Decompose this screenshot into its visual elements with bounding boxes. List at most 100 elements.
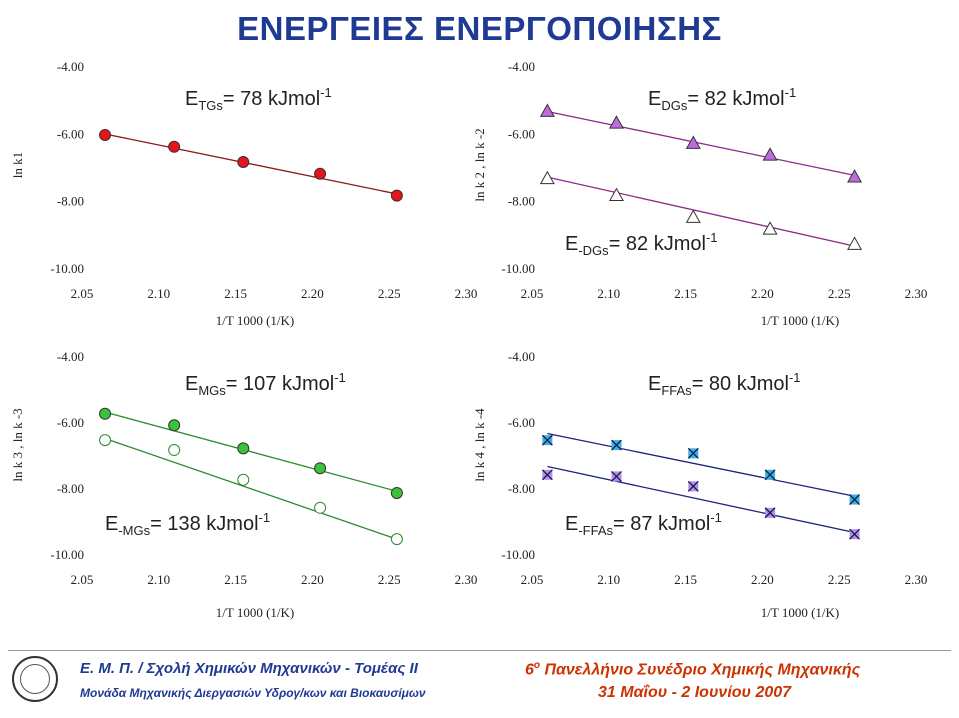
data-point — [541, 469, 553, 481]
energy-value: = 87 kJmol — [613, 513, 710, 535]
fit-line — [547, 110, 855, 177]
data-point — [608, 115, 624, 129]
activation-energy-label: EMGs= 107 kJmol-1 — [185, 370, 346, 398]
energy-symbol: E — [185, 88, 198, 110]
data-point — [687, 480, 699, 492]
y-tick-label: -8.00 — [57, 481, 84, 496]
activation-energy-label: ETGs= 78 kJmol-1 — [185, 85, 332, 113]
energy-subscript: FFAs — [661, 383, 692, 398]
x-tick-label: 2.30 — [905, 572, 928, 587]
data-point-cross — [764, 469, 776, 481]
y-tick-label: -10.00 — [50, 261, 84, 276]
energy-symbol: E — [565, 513, 578, 535]
energy-unit-exponent: -1 — [706, 230, 718, 245]
x-tick-label: 2.20 — [751, 572, 774, 587]
y-axis-label: ln k1 — [10, 152, 25, 178]
data-point — [764, 507, 776, 519]
data-point — [99, 129, 112, 142]
data-point — [99, 434, 112, 447]
fit-line — [104, 437, 398, 540]
fit-line — [547, 465, 855, 534]
energy-value: = 107 kJmol — [226, 373, 334, 395]
energy-subscript: DGs — [661, 98, 688, 113]
y-tick-label: -10.00 — [501, 547, 535, 562]
x-tick-label: 2.30 — [905, 286, 928, 301]
data-point-cross — [611, 439, 622, 451]
y-tick-label: -6.00 — [57, 415, 84, 430]
data-point — [390, 486, 403, 499]
activation-energy-label: EDGs= 82 kJmol-1 — [648, 85, 796, 113]
energy-subscript: -MGs — [118, 523, 150, 538]
footer: Ε. Μ. Π. / Σχολή Χημικών Μηχανικών - Τομ… — [0, 650, 959, 718]
data-point — [685, 209, 701, 223]
data-point — [611, 439, 622, 451]
x-axis-label: 1/T 1000 (1/K) — [761, 605, 839, 620]
energy-subscript: TGs — [198, 98, 223, 113]
fit-line — [547, 432, 855, 497]
charts-area: 2.05 2.10 2.15 2.20 2.25 2.30 -4.00 -6.00 -8.00 -… — [10, 59, 928, 620]
chart-bottom-right: 2.05 2.10 2.15 2.20 2.25 2.30 -4.00 -6.00 -8.00 -… — [472, 349, 927, 620]
energy-symbol: E — [648, 373, 661, 395]
energy-value: = 82 kJmol — [687, 88, 784, 110]
data-point-cross — [687, 447, 699, 459]
x-tick-label: 2.05 — [71, 286, 94, 301]
data-point-cross — [541, 469, 553, 481]
y-tick-label: -10.00 — [50, 547, 84, 562]
data-point — [764, 469, 776, 481]
x-tick-label: 2.15 — [674, 286, 697, 301]
activation-energy-label: EFFAs= 80 kJmol-1 — [648, 370, 801, 398]
energy-unit-exponent: -1 — [334, 370, 346, 385]
energy-subscript: -FFAs — [578, 523, 613, 538]
energy-value: = 78 kJmol — [223, 88, 320, 110]
y-tick-label: -8.00 — [57, 194, 84, 209]
data-point — [687, 447, 699, 459]
x-axis-label: 1/T 1000 (1/K) — [761, 313, 839, 328]
data-point — [849, 494, 861, 506]
data-point — [762, 147, 778, 161]
energy-subscript: -DGs — [578, 243, 609, 258]
y-tick-label: -8.00 — [508, 481, 535, 496]
y-axis-label: ln k 3 , ln k -3 — [10, 408, 25, 481]
energy-value: = 80 kJmol — [692, 373, 789, 395]
x-tick-label: 2.05 — [71, 572, 94, 587]
y-tick-label: -4.00 — [57, 59, 84, 74]
x-tick-label: 2.15 — [224, 572, 247, 587]
footer-institution: Ε. Μ. Π. / Σχολή Χημικών Μηχανικών - Τομ… — [80, 660, 418, 677]
data-point-cross — [849, 494, 861, 506]
data-point — [541, 434, 553, 446]
x-tick-label: 2.10 — [597, 286, 620, 301]
slide-title: ΕΝΕΡΓΕΙΕΣ ΕΝΕΡΓΟΠΟΙΗΣΗΣ — [237, 10, 722, 47]
x-tick-label: 2.30 — [455, 286, 478, 301]
energy-unit-exponent: -1 — [320, 85, 332, 100]
data-point — [685, 135, 701, 149]
fit-line — [547, 176, 855, 247]
y-axis-label: ln k 4 , ln k -4 — [472, 408, 487, 482]
data-point — [314, 462, 327, 475]
x-tick-label: 2.20 — [301, 572, 324, 587]
x-tick-label: 2.30 — [455, 572, 478, 587]
footer-unit: Μονάδα Μηχανικής Διεργασιών Υδρογ/κων κα… — [80, 686, 426, 700]
chart-top-left: 2.05 2.10 2.15 2.20 2.25 2.30 -4.00 -6.00 -8.00 -… — [10, 59, 477, 328]
energy-value: = 82 kJmol — [609, 233, 706, 255]
energy-symbol: E — [105, 513, 118, 535]
data-point-cross — [687, 480, 699, 492]
x-tick-label: 2.25 — [828, 572, 851, 587]
x-tick-label: 2.10 — [597, 572, 620, 587]
chart-bottom-left: 2.05 2.10 2.15 2.20 2.25 2.30 -4.00 -6.00 -8.00 -… — [10, 349, 477, 620]
energy-unit-exponent: -1 — [710, 510, 722, 525]
energy-unit-exponent: -1 — [789, 370, 801, 385]
data-point — [237, 442, 250, 455]
data-point — [168, 140, 181, 153]
energy-symbol: E — [648, 88, 661, 110]
energy-value: = 138 kJmol — [150, 513, 258, 535]
footer-conference: 6ο Πανελλήνιο Συνέδριο Χημικής Μηχανικής — [525, 660, 860, 679]
data-point — [237, 155, 250, 168]
data-point — [168, 444, 181, 457]
y-tick-label: -10.00 — [501, 261, 535, 276]
energy-unit-exponent: -1 — [785, 85, 797, 100]
y-tick-label: -4.00 — [57, 349, 84, 364]
footer-divider — [8, 650, 951, 651]
y-axis-label: ln k 2 , ln k -2 — [472, 128, 487, 201]
university-seal-icon — [12, 656, 58, 702]
x-axis-label: 1/T 1000 (1/K) — [216, 605, 294, 620]
